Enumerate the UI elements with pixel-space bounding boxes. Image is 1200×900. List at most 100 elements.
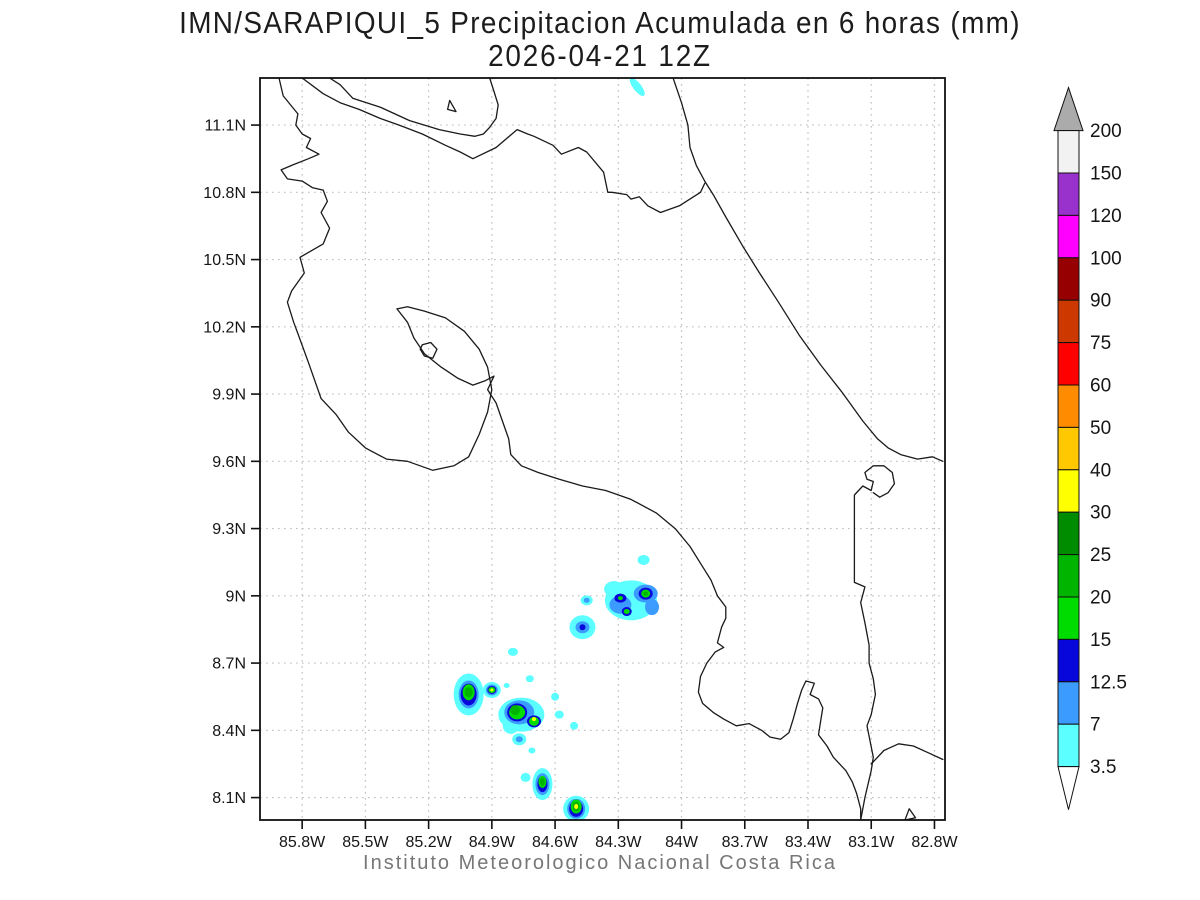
colorbar-segment: [1057, 554, 1080, 598]
precip-cell-level-3.5: [520, 772, 531, 782]
precip-cell-level-20: [464, 687, 473, 698]
colorbar-segment: [1057, 511, 1080, 556]
chart-title-line1: IMN/SARAPIQUI_5 Precipitacion Acumulada …: [179, 5, 1021, 40]
precip-cell-level-20: [510, 705, 521, 716]
colorbar-segment: [1057, 469, 1080, 513]
lon-tick-label: 83.4W: [785, 834, 832, 851]
precip-cell-level-3.5: [528, 747, 536, 754]
lat-tick-label: 10.2N: [203, 319, 246, 336]
precip-cell-level-3.5: [551, 692, 560, 701]
grid-lines: [260, 78, 945, 820]
precip-cell-level-30: [574, 804, 579, 810]
precip-cell-level-15: [529, 716, 539, 726]
precip-cell-level-3.5: [503, 682, 510, 688]
colorbar: 200 150 120 100 90 75 60 50 40 30 25 20 15 12.5 7 3.5: [1053, 86, 1127, 810]
lat-tick-label: 10.8N: [203, 185, 246, 202]
colorbar-segment: [1057, 130, 1080, 174]
coastline-nicaragua-border-river: [301, 78, 706, 214]
precip-cell-level-3.5: [604, 581, 625, 598]
footer-credit: Instituto Meteorologico Nacional Costa R…: [363, 852, 837, 874]
colorbar-label: 25: [1090, 545, 1111, 566]
colorbar-segment: [1057, 596, 1080, 640]
colorbar-segment: [1057, 426, 1080, 471]
lat-tick-label: 8.4N: [212, 723, 246, 740]
precip-cell-level-3.5: [637, 554, 650, 565]
coastline-pacific-coast-nicoya: [278, 78, 493, 471]
precip-cell-level-3.5: [629, 78, 645, 96]
colorbar-segment: [1057, 681, 1080, 725]
colorbar-segment: [1057, 299, 1080, 344]
colorbar-label: 30: [1090, 503, 1111, 524]
colorbar-arrow-bottom: [1057, 766, 1080, 810]
lon-tick-label: 82.8W: [911, 834, 958, 851]
precip-cell-level-15: [623, 609, 630, 615]
colorbar-label: 3.5: [1090, 757, 1116, 778]
colorbar-label: 7: [1090, 715, 1101, 736]
colorbar-segment: [1057, 384, 1080, 428]
colorbar-label: 200: [1090, 121, 1122, 142]
colorbar-label: 100: [1090, 248, 1122, 269]
lat-tick-label: 8.7N: [212, 656, 246, 673]
colorbar-label: 20: [1090, 588, 1111, 609]
colorbar-label: 150: [1090, 164, 1122, 185]
precip-cell-level-3.5: [507, 647, 518, 656]
lon-tick-label: 83.7W: [722, 834, 769, 851]
colorbar-segment: [1057, 638, 1080, 683]
lon-tick-label: 83.1W: [848, 834, 895, 851]
axis-ticks-and-labels: 11.1N 10.8N 10.5N 10.2N 9.9N 9.6N 9.3N 9N 8.7N 8.…: [203, 118, 958, 851]
lat-tick-label: 8.1N: [212, 790, 246, 807]
lat-tick-label: 11.1N: [204, 118, 246, 135]
colorbar-label: 12.5: [1090, 672, 1127, 693]
colorbar-label: 40: [1090, 460, 1111, 481]
map-frame: [259, 77, 946, 821]
coastline-mainland-pacific-and-border: [396, 308, 896, 820]
lon-tick-label: 84.3W: [595, 834, 642, 851]
colorbar-label: 50: [1090, 418, 1111, 439]
lat-tick-label: 9N: [226, 588, 246, 605]
precip-cell-level-20: [539, 777, 545, 786]
colorbar-segment: [1057, 723, 1080, 768]
colorbar-arrow-top: [1053, 86, 1084, 132]
coastline-chira-island: [419, 341, 438, 359]
lon-tick-label: 84W: [665, 834, 699, 851]
colorbar-segment: [1057, 214, 1080, 259]
colorbar-segment: [1057, 172, 1080, 216]
precip-cell-level-30: [490, 688, 494, 692]
lat-tick-label: 9.9N: [212, 387, 246, 404]
precip-cell-level-3.5: [554, 710, 564, 719]
lat-tick-label: 10.5N: [203, 252, 246, 269]
colorbar-segment: [1057, 257, 1080, 301]
coastline-bottom-edge-islet: [904, 808, 917, 820]
lat-tick-label: 9.3N: [212, 521, 246, 538]
colorbar-label: 60: [1090, 376, 1111, 397]
colorbar-label: 75: [1090, 333, 1111, 354]
colorbar-label: 120: [1090, 206, 1122, 227]
precip-cell-level-20: [643, 591, 649, 596]
chart-title-line2: 2026-04-21 12Z: [488, 38, 712, 73]
precip-cell-level-7: [645, 599, 660, 616]
precip-cell-level-7: [583, 597, 590, 603]
lon-tick-label: 85.5W: [342, 834, 389, 851]
precip-cell-level-3.5: [570, 721, 579, 730]
precip-cell-level-30: [532, 717, 536, 722]
lon-tick-label: 85.2W: [405, 834, 452, 851]
precip-cell-level-3.5: [525, 675, 534, 683]
precip-cells: [453, 78, 660, 820]
lat-tick-label: 9.6N: [212, 454, 246, 471]
coastline: [278, 78, 944, 820]
precip-cell-level-7: [515, 736, 523, 743]
colorbar-label: 15: [1090, 630, 1111, 651]
colorbar-segment: [1057, 342, 1080, 386]
coastline-lake-nicaragua-shore: [328, 78, 499, 137]
coastline-panama-pacific-coast: [870, 743, 944, 765]
precip-cell-level-12.5: [579, 624, 586, 631]
lon-tick-label: 85.8W: [279, 834, 326, 851]
chart-title: IMN/SARAPIQUI_5 Precipitacion Acumulada …: [60, 6, 1140, 72]
lon-tick-label: 84.9W: [469, 834, 516, 851]
colorbar-label: 90: [1090, 291, 1111, 312]
coastline-lake-island: [446, 99, 457, 113]
coastline-caribbean-coast: [672, 78, 944, 462]
lon-tick-label: 84.6W: [532, 834, 579, 851]
